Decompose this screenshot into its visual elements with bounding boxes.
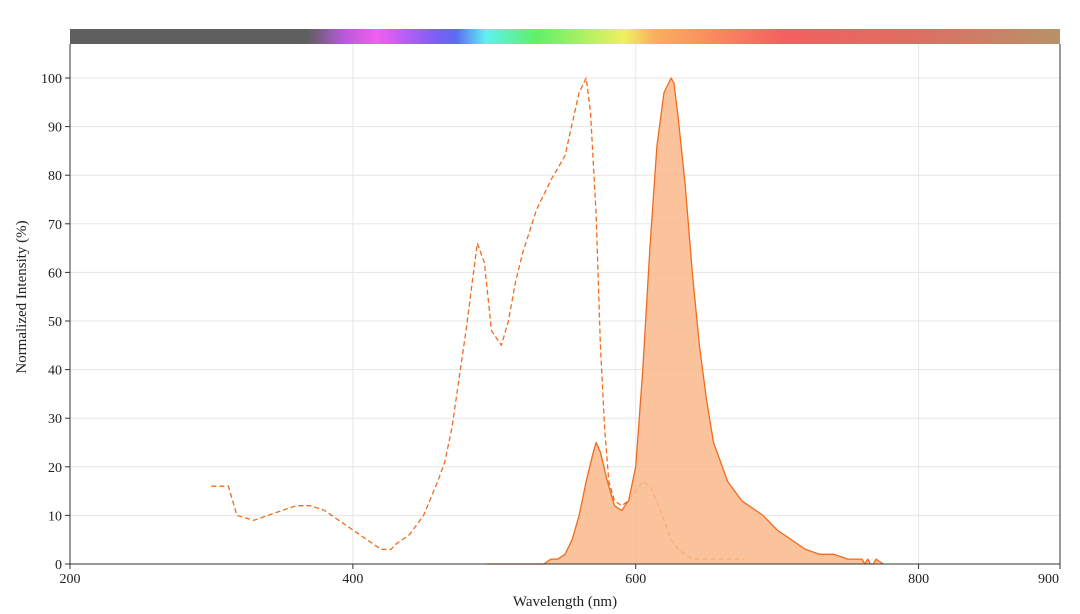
spectrum-color-bar	[70, 29, 1060, 44]
y-tick-label: 100	[41, 72, 62, 87]
y-tick-label: 60	[48, 266, 62, 281]
y-tick-label: 80	[48, 169, 62, 184]
x-tick-label: 400	[342, 572, 363, 587]
y-tick-label: 10	[48, 509, 62, 524]
grid	[69, 44, 1061, 565]
series-group	[211, 77, 884, 565]
x-axis-title: Wavelength (nm)	[513, 594, 617, 610]
y-tick-label: 90	[48, 121, 62, 136]
emission-line	[487, 77, 884, 565]
y-tick-label: 20	[48, 461, 62, 476]
y-axis-title: Normalized Intensity (%)	[14, 220, 30, 373]
y-tick-label: 50	[48, 315, 62, 330]
x-tick-label: 800	[908, 572, 929, 587]
axes: 0 10 20 30 40 50 60 70 80 90 100 200 400 600 800 900	[41, 44, 1061, 587]
y-tick-label: 30	[48, 412, 62, 427]
series-area-1	[487, 78, 884, 564]
x-tick-label: 600	[625, 572, 646, 587]
y-tick-label: 0	[55, 558, 62, 573]
y-tick-label: 70	[48, 218, 62, 233]
y-tick-label: 40	[48, 364, 62, 379]
x-tick-label: 900	[1038, 572, 1059, 587]
x-tick-label: 200	[60, 572, 81, 587]
